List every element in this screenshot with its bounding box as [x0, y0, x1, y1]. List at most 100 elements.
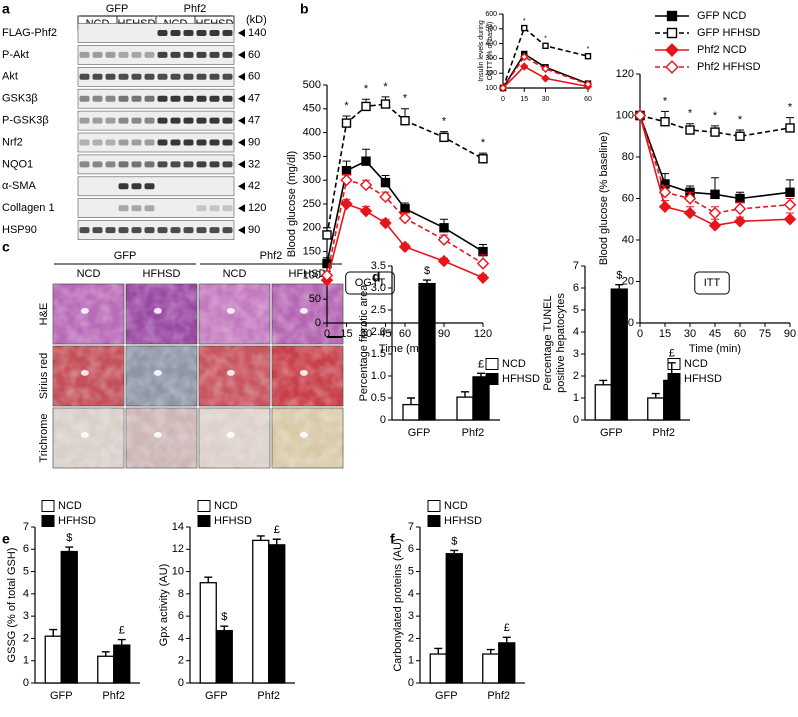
series-line: [502, 52, 589, 89]
x-tick-label: 30: [542, 96, 550, 103]
histology-vessel: [80, 307, 89, 314]
blot-band: [79, 51, 90, 58]
blot-band: [222, 117, 233, 124]
bar: [402, 403, 420, 421]
data-point: [733, 202, 747, 216]
blot-band: [170, 227, 181, 234]
error-bar: [101, 651, 110, 657]
blot-strip: [77, 154, 235, 175]
y-tick-label: 350: [303, 150, 321, 162]
annotation: *: [442, 116, 447, 128]
blot-band: [79, 73, 90, 80]
histology-texture: [199, 408, 270, 468]
blot-band: [209, 227, 220, 234]
blot-band: [157, 161, 168, 168]
x-tick-label: GFP: [600, 427, 623, 439]
x-tick-label: 15: [340, 328, 352, 340]
annotation: £: [669, 348, 675, 360]
y-tick-label: 5: [573, 304, 579, 316]
histology-condition: NCD: [77, 268, 101, 280]
legend-label: HFHSD: [214, 515, 252, 527]
legend-marker: [665, 60, 679, 74]
data-point: [478, 246, 488, 257]
data-point: [476, 271, 490, 284]
y-axis-label: Gpx activity (AU): [158, 564, 170, 647]
y-tick-label: 3: [408, 610, 414, 622]
y-tick-label: 7: [408, 521, 414, 533]
y-tick-label: 0: [628, 317, 634, 329]
blot-band: [144, 183, 155, 190]
annotation: *: [738, 114, 743, 126]
data-point: [708, 206, 722, 220]
histology-vessel: [299, 307, 308, 314]
y-tick-label: 100: [616, 109, 634, 121]
legend-label: Phf2 NCD: [697, 44, 747, 56]
histology-vessel: [153, 369, 162, 376]
blot-band: [131, 51, 142, 58]
data-point: [379, 190, 392, 204]
blot-strip: [77, 132, 235, 153]
annotation: £: [274, 524, 280, 536]
blot-band: [92, 227, 103, 234]
blot-band: [209, 51, 220, 58]
y-tick-label: 400: [485, 40, 497, 47]
blot-band: [196, 139, 207, 146]
blot-band: [131, 117, 142, 124]
y-tick-label: 2: [178, 655, 184, 667]
blot-strip: [77, 198, 235, 218]
blot-band: [196, 73, 207, 80]
blot-band: [170, 95, 181, 102]
x-tick-label: 15: [520, 96, 528, 103]
blot-band: [183, 30, 194, 36]
blot-arrow: [238, 72, 245, 81]
blot-row-label: P-Akt: [2, 49, 29, 61]
data-point: [380, 99, 391, 109]
data-point: [660, 117, 670, 127]
blot-arrow: [238, 182, 245, 191]
x-tick-label: 90: [784, 328, 796, 340]
blot-band: [157, 73, 168, 80]
annotation: *: [688, 108, 693, 120]
x-tick-label: GFP: [435, 690, 458, 702]
annotation: *: [481, 137, 486, 149]
blot-group: Phf2: [184, 3, 207, 15]
error-bar: [502, 636, 511, 643]
y-tick-label: 1.0: [371, 370, 386, 382]
panel-label: b: [300, 1, 309, 17]
blot-band: [105, 73, 116, 80]
box-label: OGTT: [355, 277, 386, 289]
bar: [199, 582, 217, 684]
y-tick-label: 0: [573, 414, 579, 426]
y-tick-label: 7: [573, 260, 579, 272]
y-tick-label: 0: [315, 317, 321, 329]
histology-vessel: [226, 369, 235, 376]
bar: [594, 384, 612, 421]
blot-band: [92, 73, 103, 80]
series-line: [502, 26, 589, 89]
error-bar: [117, 638, 126, 646]
histology-texture: [53, 346, 124, 406]
panel-label: e: [2, 531, 10, 547]
legend-label: Phf2 HFHSD: [697, 61, 761, 73]
legend-label: NCD: [444, 500, 468, 512]
x-tick-label: Phf2: [487, 690, 510, 702]
blot-band: [118, 205, 129, 212]
blot-band: [170, 117, 181, 124]
blot-band: [209, 30, 220, 36]
data-point: [320, 269, 334, 282]
blot-kd: 90: [248, 224, 260, 236]
data-point: [398, 240, 412, 254]
data-point: [633, 109, 647, 122]
y-tick-label: 450: [303, 103, 321, 115]
blot-band: [118, 161, 129, 168]
error-bar: [204, 576, 213, 583]
blot-kd: 120: [248, 202, 266, 214]
data-point: [735, 131, 745, 141]
histology-texture: [126, 284, 197, 344]
annotation: *: [663, 95, 668, 107]
data-point: [683, 206, 697, 220]
blot-row-label: Nrf2: [2, 136, 23, 148]
box-label: ITT: [704, 277, 721, 289]
data-point: [583, 80, 593, 89]
y-tick-label: 50: [309, 293, 321, 305]
